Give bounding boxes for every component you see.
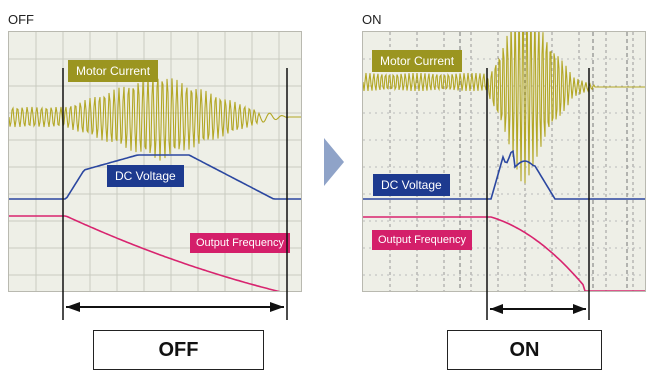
on-panel-title: ON [362,12,382,27]
on-waveform-plot [363,32,645,291]
off-panel-title: OFF [8,12,34,27]
transition-chevron-icon [324,138,344,186]
off-dc-voltage-trace [9,154,301,200]
on-output-frequency-label: Output Frequency [372,230,473,250]
on-scope-screen: Motor Current DC Voltage Output Frequenc… [362,31,646,292]
on-motor-current-trace [363,32,645,184]
on-motor-current-label: Motor Current [372,50,463,72]
on-arrowhead-right-icon [573,304,586,314]
on-dc-voltage-label: DC Voltage [373,174,450,196]
off-scope-screen: Motor Current DC Voltage Output Frequenc… [8,31,302,292]
off-arrowhead-left-icon [66,302,80,312]
off-result-box: OFF [93,330,264,370]
on-output-frequency-trace [363,216,645,291]
on-result-box: ON [447,330,602,370]
off-motor-current-trace [9,76,301,161]
off-output-frequency-trace [9,215,281,291]
off-motor-current-label: Motor Current [68,60,159,82]
on-arrowhead-left-icon [490,304,503,314]
off-output-frequency-label: Output Frequency [190,233,291,253]
off-arrowhead-right-icon [270,302,284,312]
off-dc-voltage-label: DC Voltage [107,165,184,187]
on-dc-voltage-trace [363,149,645,200]
